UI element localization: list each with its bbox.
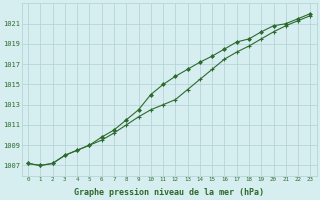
X-axis label: Graphe pression niveau de la mer (hPa): Graphe pression niveau de la mer (hPa): [74, 188, 264, 197]
